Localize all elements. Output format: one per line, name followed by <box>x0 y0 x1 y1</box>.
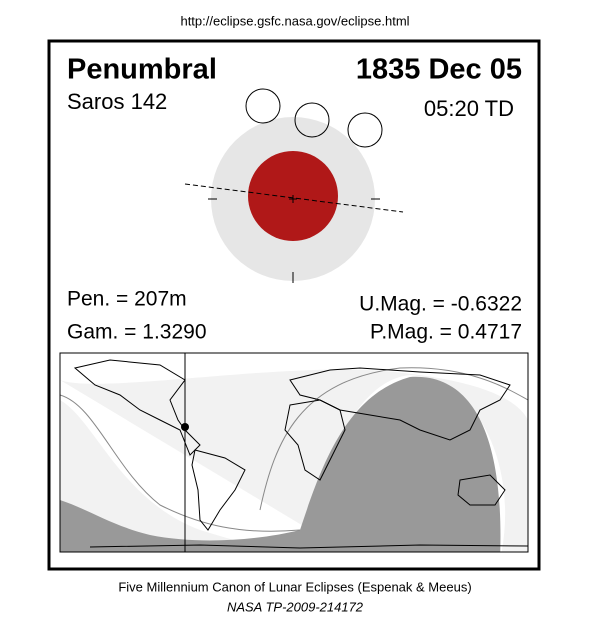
source-url: http://eclipse.gsfc.nasa.gov/eclipse.htm… <box>180 13 409 28</box>
eclipse-date: 1835 Dec 05 <box>356 54 522 86</box>
night-region <box>60 376 501 552</box>
eclipse-geometry <box>184 88 404 283</box>
moon-path <box>184 183 404 213</box>
eclipse-type: Penumbral <box>67 54 217 86</box>
footer-title: Five Millennium Canon of Lunar Eclipses … <box>118 579 471 594</box>
penumbral-duration: Pen. = 207m <box>67 288 187 311</box>
coastline <box>284 399 346 481</box>
contact-curve <box>60 394 301 532</box>
coastline <box>191 449 246 531</box>
map-border <box>59 352 529 553</box>
sub-lunar-point <box>181 423 189 431</box>
coastline <box>457 474 506 506</box>
gamma: Gam. = 1.3290 <box>67 321 207 344</box>
umbral-magnitude: U.Mag. = -0.6322 <box>359 293 522 316</box>
penumbral-magnitude: P.Mag. = 0.4717 <box>370 321 522 344</box>
moon-position <box>294 102 330 138</box>
penumbral-zone <box>60 369 528 552</box>
penumbral-zone <box>60 400 283 552</box>
moon-position <box>347 112 383 148</box>
eclipse-time: 05:20 TD <box>424 96 514 121</box>
visibility-map <box>59 352 529 553</box>
saros: Saros 142 <box>67 89 167 114</box>
contact-curve <box>259 367 528 511</box>
coastline <box>73 359 201 456</box>
footer-reference: NASA TP-2009-214172 <box>227 599 364 614</box>
moon-position <box>245 88 281 124</box>
coastline <box>89 544 528 549</box>
